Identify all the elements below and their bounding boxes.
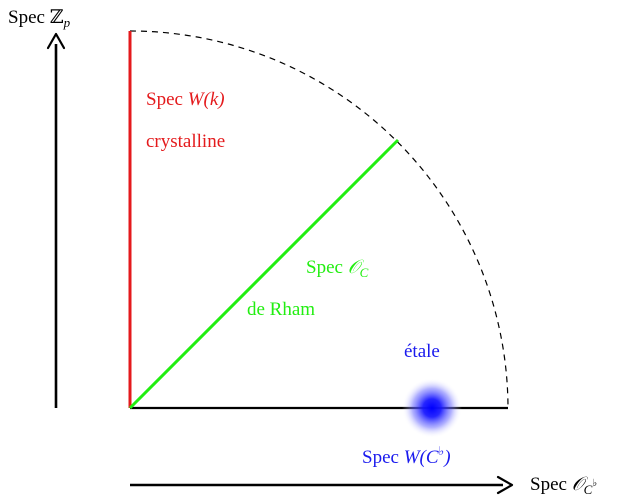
spec-wk-argument: (k) (203, 89, 225, 110)
spec-wk-symbol: W (187, 89, 204, 110)
spec-ocflat-prefix: Spec (530, 474, 572, 495)
spec-zp-subscript: p (63, 15, 71, 30)
spec-ocflat-flat: ♭ (592, 478, 598, 489)
spec-wcflat-open: (C (419, 447, 439, 468)
spec-wcflat-flat: ♭ (438, 444, 445, 458)
de-rham-line (128, 138, 400, 410)
spec-wk-prefix: Spec (146, 89, 188, 110)
label-spec-wk: Spec W(k) (146, 88, 225, 112)
spec-oc-subscript: C (359, 265, 369, 280)
label-etale: étale (404, 341, 440, 362)
label-spec-ocflat: Spec 𝒪C♭ (530, 472, 597, 502)
vertical-arrowhead-icon (46, 32, 66, 50)
spec-zp-symbol: ℤ (49, 7, 64, 28)
spec-wcflat-prefix: Spec (362, 447, 404, 468)
spec-ocflat-symbol: 𝒪 (571, 474, 584, 495)
spec-oc-symbol: 𝒪 (347, 257, 360, 278)
label-spec-zp: Spec ℤp (8, 6, 70, 35)
quarter-circle-boundary (129, 30, 509, 409)
label-crystalline: crystalline (146, 131, 226, 152)
label-de-rham: de Rham (247, 299, 316, 320)
label-spec-wcflat: Spec W(C♭) (362, 439, 451, 470)
spec-ocflat-subscript: C (583, 482, 593, 497)
spec-wcflat-symbol: W (403, 447, 420, 468)
spec-zp-prefix: Spec (8, 7, 50, 28)
etale-point (402, 378, 462, 438)
horizontal-arrowhead-icon (496, 475, 514, 495)
spec-wcflat-close: ) (444, 447, 451, 468)
label-spec-oc: Spec 𝒪C (306, 256, 368, 285)
spec-oc-prefix: Spec (306, 257, 348, 278)
